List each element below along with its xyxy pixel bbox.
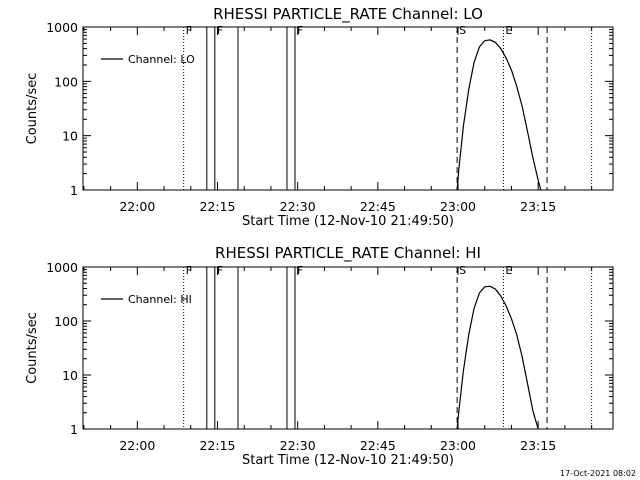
y-tick-label: 100: [54, 314, 78, 329]
x-tick-label: 23:00: [440, 199, 476, 214]
x-tick-label: 22:30: [280, 199, 316, 214]
legend-label: Channel: LO: [128, 53, 195, 66]
x-tick-label: 23:15: [520, 199, 556, 214]
x-tick-label: 22:30: [280, 438, 316, 453]
flag-label: F: [186, 264, 192, 277]
plot-frame: [82, 266, 614, 430]
x-tick-label: 22:15: [199, 438, 235, 453]
flag-label: F: [217, 264, 223, 277]
y-axis-label: Counts/sec: [25, 312, 40, 384]
x-tick-label: 23:00: [440, 438, 476, 453]
flag-label: S: [459, 24, 466, 37]
x-axis-label: Start Time (12-Nov-10 21:49:50): [242, 214, 454, 229]
y-tick-label: 10: [62, 129, 78, 144]
y-tick-label: 1000: [46, 20, 78, 35]
flag-label: E: [505, 24, 512, 37]
series-line: [456, 285, 539, 430]
y-axis-label: Counts/sec: [25, 73, 40, 145]
panel-hi: RHESSI PARTICLE_RATE Channel: HI 1 10 100 10…: [25, 244, 614, 468]
x-tick-label: 22:45: [360, 199, 396, 214]
flag-label: S: [459, 264, 466, 277]
plot-frame: [82, 26, 614, 191]
flag-label: E: [505, 264, 512, 277]
y-tick-label: 100: [54, 74, 78, 89]
x-tick-label: 22:00: [119, 438, 155, 453]
panel-lo: RHESSI PARTICLE_RATE Channel: LO 1 10 100 10…: [25, 5, 614, 229]
x-tick-label: 22:15: [199, 199, 235, 214]
x-tick-label: 22:45: [360, 438, 396, 453]
chart-title: RHESSI PARTICLE_RATE Channel: LO: [213, 5, 483, 24]
chart-title: RHESSI PARTICLE_RATE Channel: HI: [215, 244, 481, 263]
y-tick-label: 1000: [46, 260, 78, 275]
x-axis-label: Start Time (12-Nov-10 21:49:50): [242, 453, 454, 468]
flag-label: F: [297, 24, 303, 37]
flag-label: F: [217, 24, 223, 37]
legend-label: Channel: HI: [128, 293, 192, 306]
flag-label: F: [297, 264, 303, 277]
series-line: [456, 39, 542, 191]
y-tick-label: 1: [70, 183, 78, 198]
y-tick-label: 10: [62, 368, 78, 383]
y-tick-label: 1: [70, 422, 78, 437]
x-tick-label: 23:15: [520, 438, 556, 453]
flag-label: F: [186, 24, 192, 37]
x-tick-label: 22:00: [119, 199, 155, 214]
timestamp-label: 17-Oct-2021 08:02: [560, 469, 636, 478]
